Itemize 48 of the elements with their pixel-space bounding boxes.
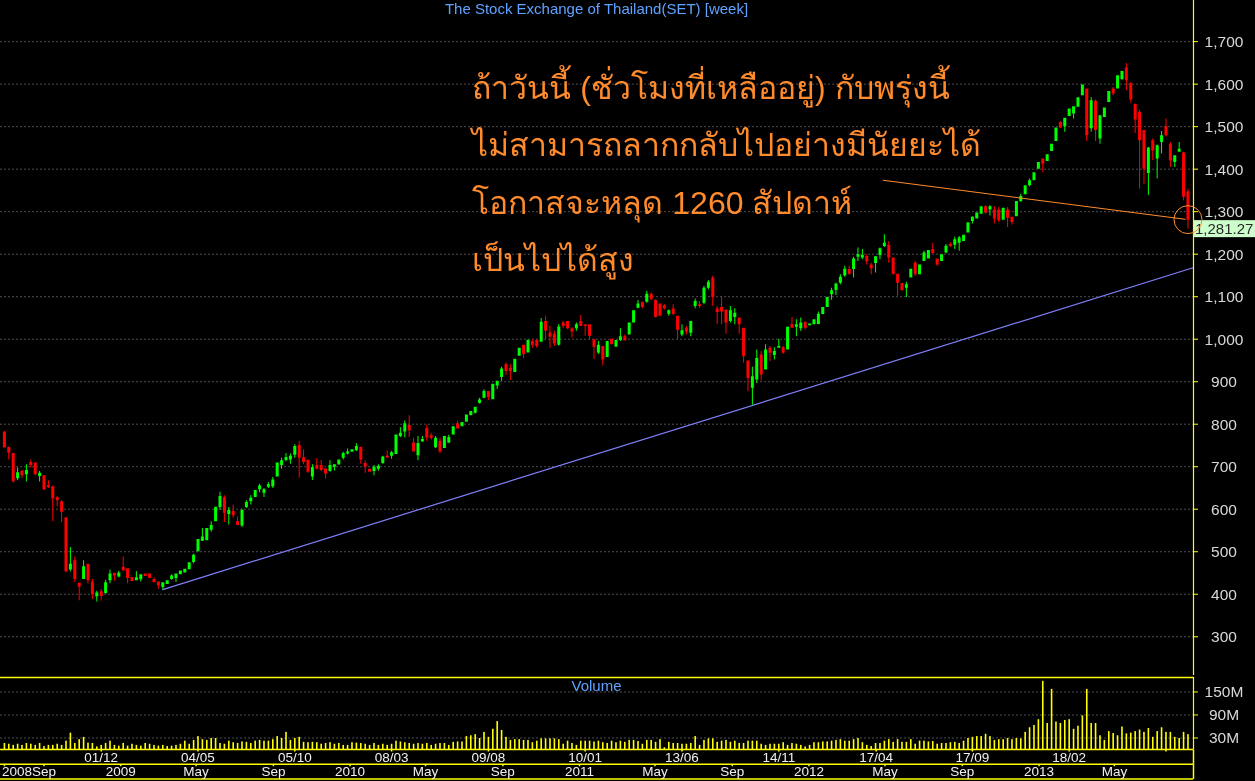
x2-tick-label: 2013 [1023,764,1055,780]
y-tick-label: 1,700 [1204,33,1244,51]
y-tick-label: 800 [1211,415,1238,433]
x2-tick-label: May [412,764,439,780]
x-tick-label: 09/08 [471,749,506,765]
x-tick-label: 18/02 [1052,749,1087,765]
y-tick-label: 1,400 [1204,160,1244,178]
chart-title: Volume [571,677,622,694]
x-tick-label: 05/10 [277,749,312,765]
x2-tick-label: 2010 [335,764,366,780]
y-tick-label: 400 [1211,585,1238,603]
y-tick-label: 150M [1204,683,1244,701]
x2-tick-label: May [183,764,210,780]
y-tick-label: 300 [1211,628,1238,646]
x2-tick-label: 2011 [565,764,595,780]
y-tick-label: 500 [1211,543,1238,561]
x-tick-label: 04/05 [181,749,215,765]
x2-tick-label: Sep [490,764,515,780]
y-tick-label: 600 [1211,500,1238,518]
x2-tick-label: Sep [950,764,975,780]
x-tick-label: 08/03 [374,749,409,765]
x2-tick-label: 2008 [2,764,33,780]
x-tick-label: 14/11 [762,749,796,765]
y-tick-label: 1,500 [1204,118,1244,136]
x2-tick-label: May [1101,764,1128,780]
y-tick-label: 1,200 [1204,245,1244,263]
y-tick-label: 1,300 [1204,203,1244,221]
x-tick-label: 01/12 [84,749,119,765]
x2-tick-label: Sep [261,764,286,780]
y-tick-label: 900 [1211,373,1238,391]
x2-tick-label: May [872,764,898,780]
x-tick-label: 17/04 [859,749,894,765]
y-tick-label: 1,600 [1204,75,1244,93]
y-tick-label: 30M [1208,729,1240,747]
y-tick-label: 1,000 [1204,330,1244,348]
x-tick-label: 10/01 [568,749,603,765]
y-tick-label: 700 [1211,458,1238,476]
y-tick-label: 1,100 [1204,288,1244,306]
x2-tick-label: 2009 [105,764,136,780]
chart-title: The Stock Exchange of Thailand(SET) [week] [444,0,749,17]
x-tick-label: 17/09 [955,749,990,765]
annotation: ถ้าวันนี้ (ชั่วโมงที่เหลืออยู่) กับพรุ่งนี้ ไม่สามารถลากกลับไปอย่างมีนัยยะได้ โอกาสจะหลุด 1260 สัปดาห์ เป็นไปได้สูง [469,64,982,281]
x2-tick-label: Sep [31,764,57,780]
x2-tick-label: 2012 [793,764,824,780]
x2-tick-label: Sep [720,764,745,780]
x2-tick-label: May [642,764,668,780]
y-tick-label: 90M [1208,706,1240,724]
x-tick-label: 13/06 [665,749,699,765]
